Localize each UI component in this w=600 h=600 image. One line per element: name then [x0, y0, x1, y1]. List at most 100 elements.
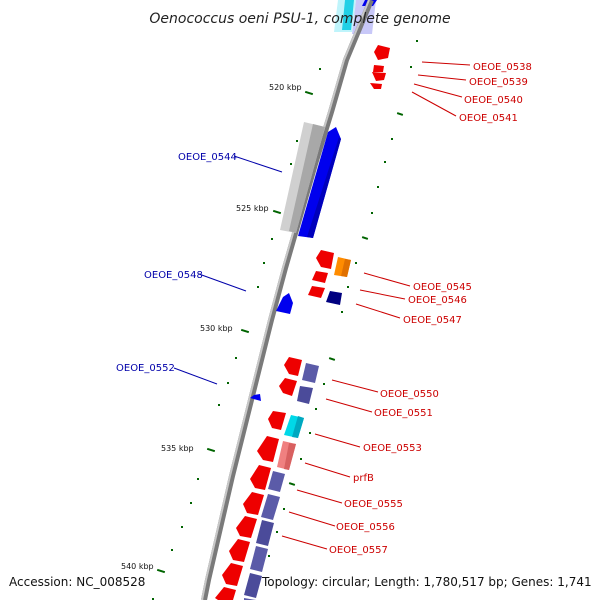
gene-oeoe-0547 — [308, 286, 325, 298]
minor-tick — [271, 238, 273, 240]
leader-oeoe-0551 — [325, 398, 373, 413]
major-tick-520 — [304, 90, 314, 96]
gene-slate-c — [250, 546, 268, 572]
genome-title: Oenococcus oeni PSU-1, complete genome — [149, 11, 450, 27]
minor-tick — [410, 66, 412, 68]
gene-oeoe-0544-shade — [307, 137, 341, 238]
label-prfb: prfB — [353, 473, 374, 484]
scale-label-530: 530 kbp — [200, 324, 233, 333]
minor-tick — [300, 458, 302, 460]
leader-oeoe-0548 — [198, 273, 247, 292]
gene-oeoe-0555 — [268, 471, 285, 492]
scale-label-520: 520 kbp — [269, 83, 302, 92]
minor-tick — [355, 262, 357, 264]
backbone-outer — [201, 0, 374, 600]
label-oeoe-0540: OEOE_0540 — [464, 95, 523, 106]
major-tick-525 — [272, 209, 282, 215]
backbone-highlight — [201, 0, 370, 600]
minor-tick — [309, 432, 311, 434]
gene-oeoe-0540 — [372, 72, 386, 81]
gene-slate-d — [244, 573, 262, 598]
gene-red-h — [236, 516, 257, 538]
gene-slate-a — [302, 363, 319, 383]
label-oeoe-0539: OEOE_0539 — [469, 77, 528, 88]
label-oeoe-0555: OEOE_0555 — [344, 499, 403, 510]
gene-oeoe-0548 — [276, 293, 293, 314]
gene-red-k — [215, 587, 236, 600]
minor-tick — [268, 555, 270, 557]
leader-oeoe-0545 — [363, 272, 411, 287]
gene-oeoe-0544-group — [280, 122, 341, 238]
leader-oeoe-0546 — [359, 289, 406, 300]
gene-oeoe-0541 — [370, 83, 382, 89]
gene-oeoe-0556 — [261, 494, 280, 520]
leader-oeoe-0550 — [331, 379, 379, 393]
label-oeoe-0541: OEOE_0541 — [459, 113, 518, 124]
left-gene-labels: OEOE_0544 OEOE_0548 OEOE_0552 — [116, 152, 237, 374]
scale-ticks — [152, 40, 418, 600]
label-oeoe-0552: OEOE_0552 — [116, 363, 175, 374]
gene-oeoe-0550 — [284, 357, 302, 376]
minor-tick — [290, 163, 292, 165]
minor-tick — [323, 383, 325, 385]
gene-red-e — [257, 436, 279, 462]
major-tick-inner — [328, 357, 336, 361]
gene-slate-b — [297, 386, 313, 404]
label-oeoe-0556: OEOE_0556 — [336, 522, 395, 533]
gene-cyan-shade — [292, 416, 304, 438]
leader-oeoe-0553 — [314, 433, 361, 448]
minor-tick — [416, 40, 418, 42]
label-oeoe-0553: OEOE_0553 — [363, 443, 422, 454]
scale-label-525: 525 kbp — [236, 204, 269, 213]
major-tick-540 — [156, 568, 166, 574]
gene-oeoe-0551 — [279, 378, 297, 396]
label-oeoe-0538: OEOE_0538 — [473, 62, 532, 73]
label-oeoe-0545: OEOE_0545 — [413, 282, 472, 293]
minor-tick — [190, 502, 192, 504]
gene-red-i — [229, 539, 250, 562]
topology-summary-text: Topology: circular; Length: 1,780,517 bp… — [261, 575, 592, 589]
leader-oeoe-0538 — [421, 61, 471, 66]
label-oeoe-0546: OEOE_0546 — [408, 295, 467, 306]
gene-red-g — [243, 492, 264, 515]
gene-oeoe-0544 — [298, 127, 341, 238]
genes-middle-cluster — [276, 250, 351, 314]
scale-label-540: 540 kbp — [121, 562, 154, 571]
reverse-genes-upper — [370, 45, 390, 89]
gene-red-reverse — [316, 250, 334, 269]
minor-tick — [283, 508, 285, 510]
label-oeoe-0544: OEOE_0544 — [178, 152, 237, 163]
minor-tick — [235, 357, 237, 359]
minor-tick — [197, 478, 199, 480]
genome-backbone — [201, 0, 374, 600]
minor-tick — [347, 286, 349, 288]
leader-oeoe-0540 — [413, 83, 463, 98]
gene-red-f — [250, 465, 271, 490]
minor-tick — [384, 161, 386, 163]
leader-lines — [173, 61, 471, 550]
leader-prfb — [304, 462, 351, 478]
label-oeoe-0547: OEOE_0547 — [403, 315, 462, 326]
minor-tick — [371, 212, 373, 214]
minor-tick — [218, 404, 220, 406]
right-gene-labels: OEOE_0538 OEOE_0539 OEOE_0540 OEOE_0541 … — [329, 62, 532, 556]
scale-label-535: 535 kbp — [161, 444, 194, 453]
minor-tick — [315, 408, 317, 410]
leader-oeoe-0555 — [296, 489, 343, 504]
gene-prfb-shade — [284, 443, 296, 470]
label-oeoe-0551: OEOE_0551 — [374, 408, 433, 419]
major-tick-inner — [396, 112, 404, 116]
minor-tick — [152, 598, 154, 600]
gene-oeoe-0539 — [373, 65, 384, 72]
accession-text: Accession: NC_008528 — [9, 575, 145, 589]
leader-oeoe-0544 — [233, 155, 283, 173]
leader-oeoe-0547 — [355, 303, 401, 319]
scale-labels: 520 kbp 525 kbp 530 kbp 535 kbp 540 kbp — [121, 83, 302, 571]
label-oeoe-0557: OEOE_0557 — [329, 545, 388, 556]
major-tick-535 — [206, 447, 216, 453]
gene-red-d — [268, 411, 286, 430]
gene-navy — [326, 291, 342, 305]
minor-tick — [257, 286, 259, 288]
leader-oeoe-0541 — [411, 91, 457, 117]
cyan-feature-core — [342, 0, 354, 30]
